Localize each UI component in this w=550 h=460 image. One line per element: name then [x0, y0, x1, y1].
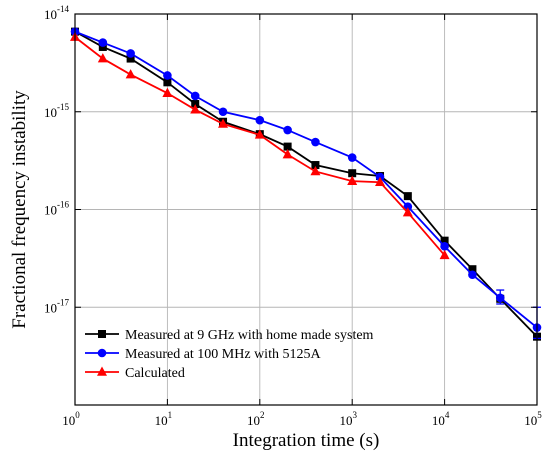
data-point-square	[191, 100, 200, 109]
y-tick-label: 10-16	[44, 200, 69, 218]
legend-item-1: Measured at 9 GHz with home made system	[85, 328, 374, 343]
data-point-triangle	[190, 104, 201, 114]
legend-item-2: Measured at 100 MHz with 5125A	[85, 347, 321, 362]
ticks: 100 101 102 103 104 105 10-17 10-16 10-15 10-14	[44, 4, 542, 428]
data-point-triangle	[254, 129, 265, 139]
series-line	[74, 30, 538, 329]
data-point-triangle	[375, 176, 386, 187]
data-point-circle	[283, 125, 292, 135]
data-point-triangle	[162, 87, 173, 97]
data-point-square	[440, 236, 449, 245]
data-point-square	[283, 142, 292, 151]
y-tick-label: 10-15	[44, 102, 69, 120]
y-tick-label: 10-17	[44, 297, 69, 315]
data-point-circle	[468, 270, 477, 280]
data-point-triangle	[402, 207, 413, 217]
y-tick-label: 10-14	[44, 4, 69, 22]
data-point-square	[98, 330, 106, 338]
data-point-triangle	[97, 366, 107, 376]
data-point-square	[311, 161, 320, 170]
x-tick-label: 104	[432, 410, 450, 428]
series-3	[70, 31, 450, 260]
data-point-circle	[190, 91, 200, 101]
data-point-circle	[255, 115, 265, 125]
series-line	[74, 30, 538, 338]
legend-item-3: Calculated	[85, 366, 185, 381]
series-layer	[70, 27, 542, 341]
data-point-circle	[347, 153, 357, 162]
data-point-circle	[403, 202, 413, 211]
x-tick-label: 101	[155, 410, 173, 428]
x-tick-label: 105	[524, 410, 542, 428]
data-point-square	[403, 192, 412, 201]
data-point-circle	[218, 107, 228, 117]
x-tick-label: 103	[339, 410, 357, 428]
legend-label: Calculated	[125, 366, 185, 381]
legend-label: Measured at 9 GHz with home made system	[125, 328, 374, 343]
series-2	[70, 27, 542, 340]
data-point-triangle	[218, 118, 229, 128]
data-point-triangle	[282, 149, 293, 159]
data-point-circle	[126, 49, 135, 58]
data-point-triangle	[347, 175, 358, 185]
y-axis-label: Fractional frequency instability	[9, 90, 30, 329]
data-point-square	[126, 54, 135, 63]
grid	[75, 14, 537, 405]
data-point-circle	[495, 293, 505, 303]
data-point-circle	[163, 71, 172, 80]
data-point-triangle	[439, 249, 450, 260]
legend-label: Measured at 100 MHz with 5125A	[125, 347, 321, 362]
series-1	[71, 27, 541, 341]
data-point-triangle	[310, 165, 321, 176]
data-point-circle	[97, 348, 107, 358]
data-point-circle	[311, 137, 320, 147]
data-point-square	[163, 78, 172, 87]
legend: Measured at 9 GHz with home made system M…	[85, 328, 374, 381]
x-axis-label: Integration time (s)	[233, 430, 380, 451]
data-point-circle	[440, 242, 449, 251]
x-tick-label: 102	[247, 410, 264, 428]
data-point-triangle	[97, 53, 108, 63]
data-point-circle	[98, 38, 108, 47]
data-point-triangle	[125, 69, 136, 79]
data-point-square	[468, 265, 477, 274]
x-tick-label: 100	[62, 410, 80, 428]
data-point-square	[98, 42, 107, 51]
data-point-square	[348, 169, 357, 178]
